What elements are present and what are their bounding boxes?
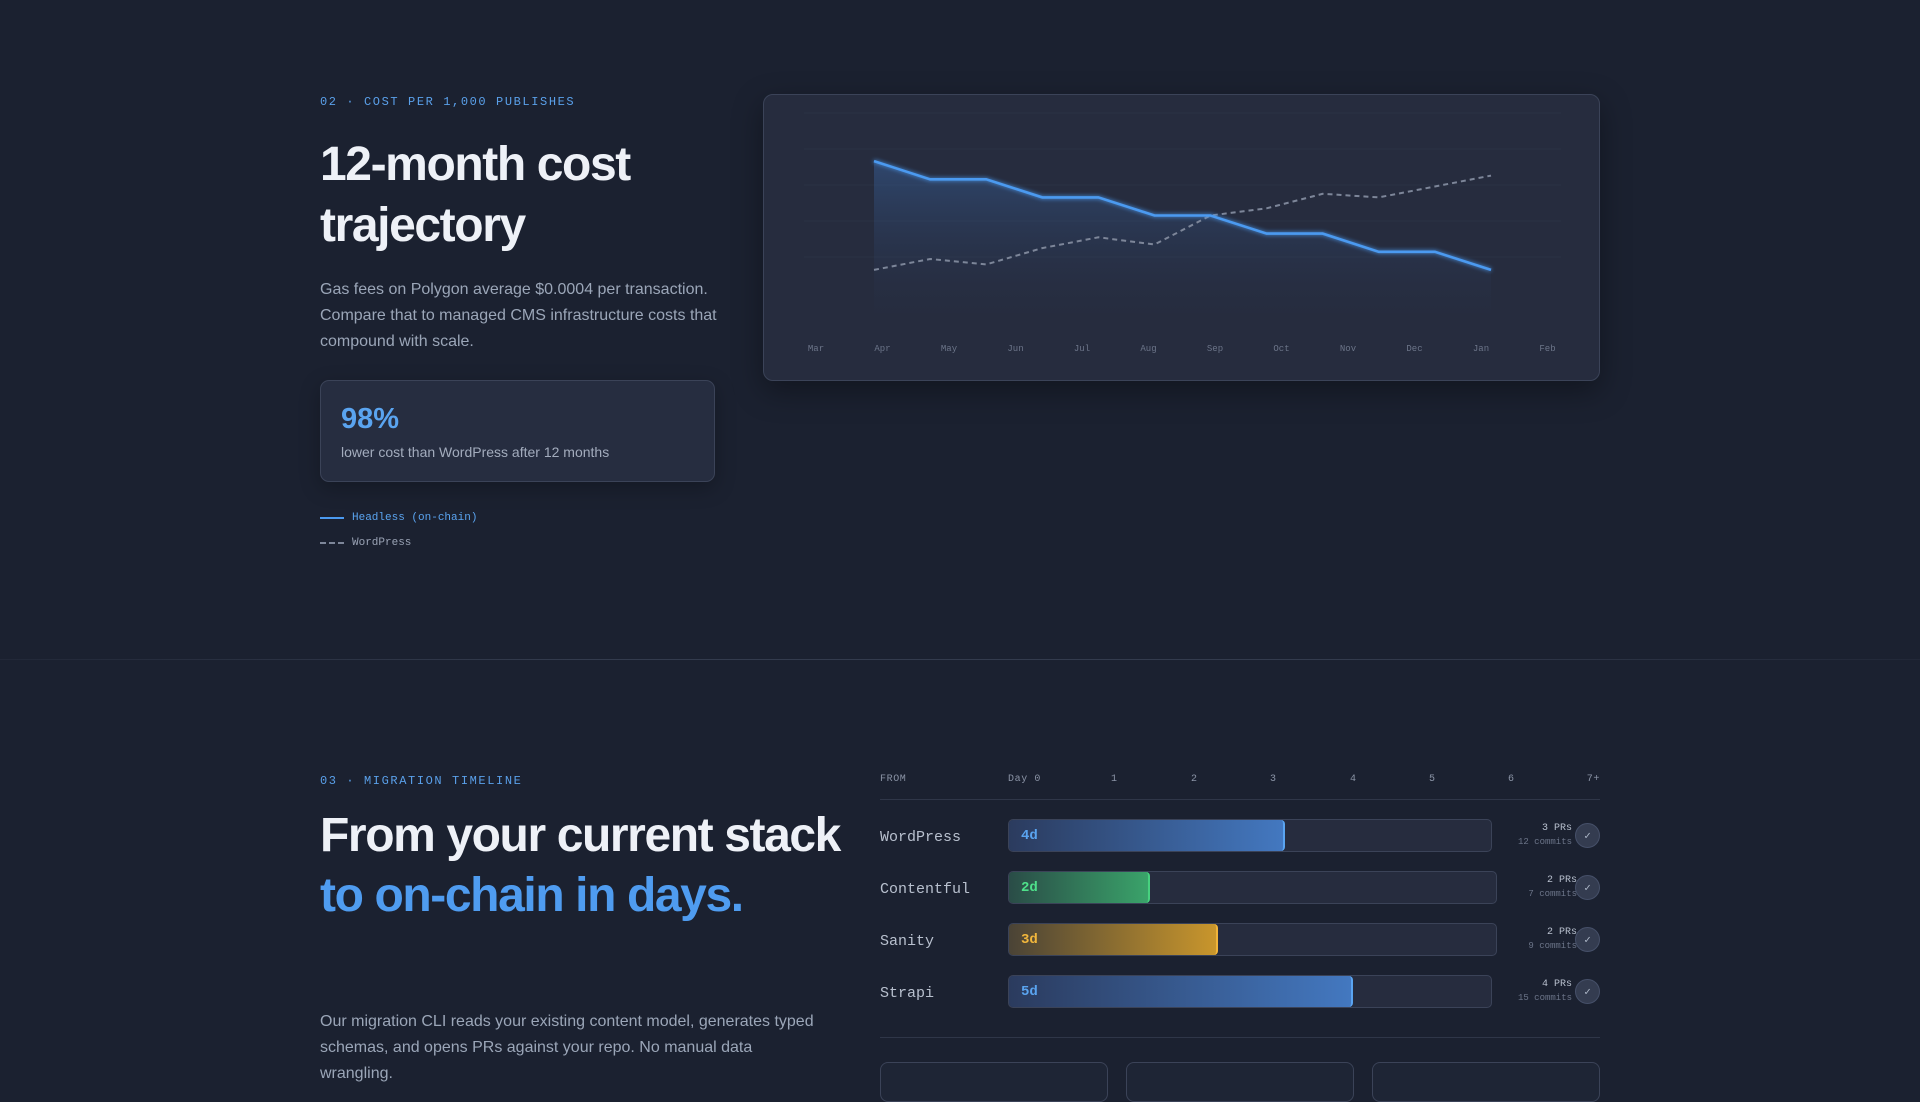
section-eyebrow: 03 · MIGRATION TIMELINE xyxy=(320,774,523,788)
section-title: 12-month cost trajectory xyxy=(320,138,631,252)
cost-section: 02 · COST PER 1,000 PUBLISHES 12-month c… xyxy=(320,94,1600,555)
timeline-header: FROM Day 0 1 2 3 4 5 6 7+ xyxy=(880,770,1600,800)
progress-bar: 4d xyxy=(1009,820,1285,851)
x-tick-label: Jun xyxy=(1007,344,1023,354)
commit-count: 7 commits xyxy=(1528,889,1577,899)
days-label: 2d xyxy=(1021,880,1038,896)
pr-meta: 4 PRs 15 commits xyxy=(1502,978,1572,1005)
timeline-divider xyxy=(880,1037,1600,1038)
dashed-line-swatch xyxy=(320,541,344,544)
source-name: Strapi xyxy=(880,985,935,1002)
x-tick-label: Sep xyxy=(1207,344,1223,354)
header-day: 7+ xyxy=(1586,774,1600,785)
x-tick-label: Apr xyxy=(874,344,890,354)
header-day: 4 xyxy=(1350,774,1357,785)
headless-area xyxy=(874,161,1491,313)
pr-meta: 2 PRs 9 commits xyxy=(1507,926,1577,953)
pr-count: 3 PRs xyxy=(1541,823,1572,834)
commit-count: 12 commits xyxy=(1517,837,1572,847)
header-day: 2 xyxy=(1191,774,1198,785)
pr-count: 2 PRs xyxy=(1546,927,1577,938)
title-line: From your current stack xyxy=(320,809,841,862)
days-label: 3d xyxy=(1021,932,1038,948)
check-icon: ✓ xyxy=(1575,875,1600,900)
migration-card[interactable] xyxy=(1372,1062,1600,1102)
source-name: Contentful xyxy=(880,881,971,898)
timeline-row: Contentful 2d 2 PRs 7 commits ✓ xyxy=(880,871,1600,923)
legend-item-wordpress: WordPress xyxy=(320,530,477,555)
x-tick-label: Feb xyxy=(1539,344,1555,354)
cost-chart-card: Mar Apr May Jun Jul Aug Sep Oct Nov Dec Jan Feb xyxy=(763,94,1600,381)
progress-track: 2d xyxy=(1008,871,1497,904)
check-icon: ✓ xyxy=(1575,927,1600,952)
timeline-row: Sanity 3d 2 PRs 9 commits ✓ xyxy=(880,923,1600,975)
x-tick-label: Jan xyxy=(1473,344,1489,354)
header-day: 3 xyxy=(1270,774,1277,785)
source-name: WordPress xyxy=(880,829,962,846)
migration-card[interactable] xyxy=(880,1062,1108,1102)
progress-bar: 5d xyxy=(1009,976,1353,1007)
section-divider xyxy=(0,659,1920,660)
progress-bar: 2d xyxy=(1009,872,1150,903)
stat-value: 98% xyxy=(341,403,400,435)
x-tick-label: Nov xyxy=(1340,344,1357,354)
migration-card[interactable] xyxy=(1126,1062,1354,1102)
section-title: From your current stack to on-chain in d… xyxy=(320,806,841,926)
chart-legend: Headless (on-chain) WordPress xyxy=(320,505,477,555)
timeline-row: Strapi 5d 4 PRs 15 commits ✓ xyxy=(880,975,1600,1027)
check-icon: ✓ xyxy=(1575,823,1600,848)
progress-track: 3d xyxy=(1008,923,1497,956)
cost-line-chart: Mar Apr May Jun Jul Aug Sep Oct Nov Dec Jan Feb xyxy=(804,112,1561,354)
timeline-rows: WordPress 4d 3 PRs 12 commits ✓ Contentful 2d 2… xyxy=(880,819,1600,1027)
header-day: 5 xyxy=(1429,774,1436,785)
migration-timeline: FROM Day 0 1 2 3 4 5 6 7+ WordPress 4d 3 P… xyxy=(880,770,1600,1027)
legend-label: WordPress xyxy=(352,536,412,549)
x-tick-label: Dec xyxy=(1406,344,1422,354)
x-tick-label: Oct xyxy=(1273,344,1289,354)
x-tick-label: May xyxy=(941,344,958,354)
wordpress-series-line xyxy=(873,174,1492,271)
x-tick-label: Aug xyxy=(1140,344,1156,354)
section-eyebrow: 02 · COST PER 1,000 PUBLISHES xyxy=(320,95,576,109)
source-name: Sanity xyxy=(880,933,935,950)
progress-track: 5d xyxy=(1008,975,1492,1008)
legend-label: Headless (on-chain) xyxy=(352,511,478,524)
timeline-row: WordPress 4d 3 PRs 12 commits ✓ xyxy=(880,819,1600,871)
progress-track: 4d xyxy=(1008,819,1492,852)
stat-caption: lower cost than WordPress after 12 month… xyxy=(341,444,610,460)
title-accent: to on-chain in days. xyxy=(320,869,744,922)
commit-count: 9 commits xyxy=(1528,941,1577,951)
header-day: 6 xyxy=(1508,774,1515,785)
legend-item-headless: Headless (on-chain) xyxy=(320,505,477,530)
days-label: 5d xyxy=(1021,984,1038,1000)
section-lede: Gas fees on Polygon average $0.0004 per … xyxy=(320,281,717,350)
stat-card: 98% lower cost than WordPress after 12 m… xyxy=(320,380,715,482)
commit-count: 15 commits xyxy=(1517,993,1572,1003)
headless-series-line xyxy=(873,159,1492,272)
solid-line-swatch xyxy=(320,516,344,519)
header-day: Day 0 xyxy=(1008,774,1042,785)
header-day: 1 xyxy=(1111,774,1118,785)
x-tick-label: Mar xyxy=(808,344,824,354)
pr-count: 4 PRs xyxy=(1541,979,1572,990)
header-from: FROM xyxy=(880,774,907,785)
days-label: 4d xyxy=(1021,828,1038,844)
pr-meta: 3 PRs 12 commits xyxy=(1502,822,1572,849)
x-tick-label: Jul xyxy=(1074,344,1090,354)
pr-meta: 2 PRs 7 commits xyxy=(1507,874,1577,901)
check-icon: ✓ xyxy=(1575,979,1600,1004)
progress-bar: 3d xyxy=(1009,924,1218,955)
section-lede: Our migration CLI reads your existing co… xyxy=(320,1013,814,1082)
pr-count: 2 PRs xyxy=(1546,875,1577,886)
